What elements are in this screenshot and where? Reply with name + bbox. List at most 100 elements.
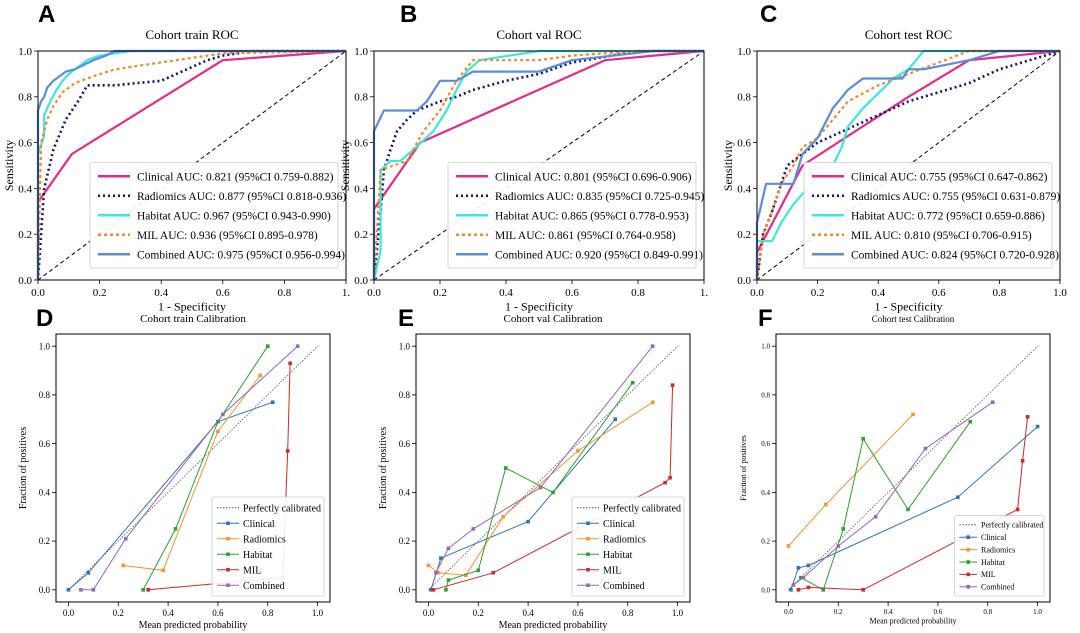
x-tick-label: 0.2 <box>834 608 843 616</box>
chart-title: Cohort test Calibration <box>872 314 955 324</box>
calibration-point <box>806 585 811 590</box>
x-tick-label: 0.2 <box>113 608 124 618</box>
y-tick-label: 0.6 <box>761 440 770 448</box>
calibration-point <box>258 373 263 378</box>
x-tick-label: 0.2 <box>433 287 447 299</box>
y-tick-label: 0.2 <box>18 229 32 241</box>
panel-d: D Cohort train Calibration 0.0 0.0 0.2 0.2 0.4… <box>18 305 331 631</box>
x-tick-label: 0.0 <box>750 287 764 299</box>
legend-label: Clinical AUC: 0.755 (95%CI 0.647-0.862) <box>851 171 1048 183</box>
y-tick-label: 1.0 <box>737 46 751 58</box>
x-tick-label: 0.0 <box>423 608 435 618</box>
calibration-series-line <box>123 375 261 571</box>
calibration-point <box>446 578 451 582</box>
calibration-point <box>873 514 878 519</box>
y-tick-label: 1.0 <box>18 46 32 58</box>
calibration-point <box>491 570 496 575</box>
roc-series-line <box>372 49 704 281</box>
x-tick-label: 0.6 <box>932 287 946 299</box>
x-axis-label: Mean predicted probability <box>139 620 248 631</box>
calibration-point <box>538 485 543 490</box>
chart-title: Cohort train ROC <box>145 27 238 42</box>
calibration-point <box>439 556 443 560</box>
perfect-calibration-line <box>68 345 318 591</box>
calibration-point <box>446 546 451 551</box>
calibration-point <box>1020 458 1025 463</box>
calibration-point <box>426 563 431 568</box>
chart-title: Cohort val Calibration <box>504 313 603 325</box>
x-tick-label: 0.2 <box>473 608 484 618</box>
calibration-point <box>836 544 841 548</box>
calibration-point <box>670 383 675 387</box>
x-tick-label: 1. <box>700 287 709 299</box>
calibration-point <box>464 573 468 577</box>
calibration-point <box>786 544 791 548</box>
calibration-point <box>221 412 225 417</box>
x-tick-label: 0.6 <box>572 608 584 618</box>
roc-series-line <box>372 49 704 281</box>
calibration-point <box>503 466 508 470</box>
y-axis-label: Fraction of positives <box>739 435 748 501</box>
y-tick-label: 0.4 <box>39 488 51 498</box>
plot-frame <box>37 50 347 281</box>
calibration-point <box>79 588 83 592</box>
x-axis-label: Mean predicted probability <box>499 620 608 631</box>
legend-marker <box>226 536 230 541</box>
chance-line <box>373 50 705 281</box>
x-tick-label: 0.0 <box>31 287 45 299</box>
calibration-point <box>576 449 580 453</box>
calibration-point <box>789 588 793 592</box>
y-tick-label: 1.0 <box>399 341 411 351</box>
panel-c: C Cohort test ROC 0.00.0 0.2 0.2 0.4 0.4 0.6 0.6… <box>721 1 1067 313</box>
x-tick-label: 0.4 <box>499 287 513 299</box>
perfect-calibration-line <box>428 345 678 591</box>
x-tick-label: 0.4 <box>871 287 885 299</box>
panel-letter: A <box>38 1 55 28</box>
y-tick-label: 0.6 <box>354 137 368 149</box>
legend-label: Habitat AUC: 0.865 (95%CI 0.778-0.953) <box>495 210 689 222</box>
roc-series-line <box>372 49 704 280</box>
legend-box <box>447 162 697 269</box>
legend-label: Radiomics <box>981 545 1015 554</box>
calibration-point <box>630 380 635 385</box>
y-tick-label: 1.0 <box>39 341 51 351</box>
legend-marker <box>586 583 590 588</box>
legend-label: Combined AUC: 0.975 (95%CI 0.956-0.994) <box>137 249 345 261</box>
legend-label: Radiomics AUC: 0.877 (95%CI 0.818-0.936) <box>137 191 346 203</box>
panel-letter: D <box>36 305 53 332</box>
y-tick-label: 0.2 <box>39 536 50 546</box>
calibration-point <box>1035 424 1040 429</box>
y-axis-label: Sensitivity <box>721 140 735 191</box>
legend-label: Combined AUC: 0.920 (95%CI 0.849-0.991) <box>495 249 703 261</box>
calibration-point <box>141 588 145 592</box>
roc-series-line <box>755 49 1061 281</box>
calibration-point <box>86 570 91 575</box>
legend-label: Combined <box>981 583 1014 592</box>
legend-label: MIL <box>603 565 621 576</box>
panel-b: B Cohort val ROC 0.00.0 0.2 0.2 0.4 0.4 0.6 0.6 0… <box>338 1 708 313</box>
legend-label: Radiomics <box>603 534 646 545</box>
y-axis-label: Sensitivity <box>338 140 352 191</box>
x-axis-label: 1 - Specificity <box>158 299 226 313</box>
panel-letter: E <box>398 305 414 332</box>
legend-label: Habitat <box>981 558 1005 567</box>
roc-series-line <box>755 49 1060 280</box>
calibration-point <box>791 583 796 587</box>
legend-label: Radiomics AUC: 0.755 (95%CI 0.631-0.879) <box>851 191 1060 203</box>
x-tick-label: 0.4 <box>154 287 168 299</box>
calibration-point <box>216 429 220 434</box>
calibration-point <box>161 568 165 573</box>
calibration-point <box>270 400 275 405</box>
panel-f: F Cohort test Calibration 0.0 0.0 0.2 0.2 0.4 0… <box>739 305 1051 626</box>
calibration-series-line <box>68 401 273 591</box>
x-tick-label: 0.4 <box>162 608 174 618</box>
calibration-point <box>288 361 292 366</box>
y-tick-label: 0.0 <box>18 275 32 287</box>
plot-frame <box>756 50 1061 281</box>
x-tick-label: 0.4 <box>522 608 534 618</box>
calibration-point <box>173 527 178 531</box>
plot-frame <box>415 333 691 603</box>
y-tick-label: 0.2 <box>354 229 368 241</box>
legend-label: Perfectly calibrated <box>981 521 1043 530</box>
legend-label: Clinical <box>243 519 275 530</box>
